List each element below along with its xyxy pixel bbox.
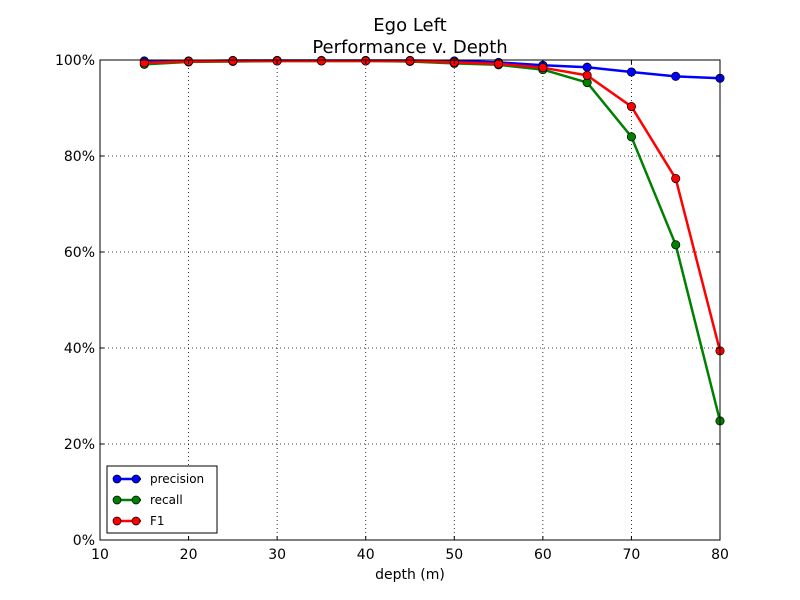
plot-area	[100, 60, 720, 540]
data-point-f1	[494, 59, 504, 69]
chart-subtitle: Performance v. Depth	[312, 37, 507, 58]
legend-marker-f1	[112, 516, 122, 526]
ticks: 10 20 30 40 50 60 70 80 0% 20% 40% 60% 80% 100%	[55, 53, 729, 563]
data-point-precision	[626, 67, 636, 77]
legend: precision recall F1	[106, 465, 218, 534]
data-point-f1	[538, 63, 548, 73]
x-axis-label: depth (m)	[375, 567, 445, 583]
legend-label-recall: recall	[150, 493, 183, 507]
data-point-f1	[228, 56, 238, 66]
series-f1	[139, 56, 725, 356]
data-point-f1	[582, 70, 592, 80]
data-point-f1	[405, 56, 415, 66]
legend-label-f1: F1	[150, 514, 165, 528]
legend-label-precision: precision	[150, 472, 204, 486]
data-point-f1	[671, 174, 681, 184]
data-point-f1	[139, 58, 149, 68]
x-tick-label: 60	[534, 547, 552, 563]
data-point-f1	[316, 56, 326, 66]
y-tick-label: 80%	[64, 149, 95, 165]
data-point-recall	[671, 240, 681, 250]
data-point-f1	[626, 102, 636, 112]
x-tick-label: 10	[91, 547, 109, 563]
chart-title: Ego Left	[373, 15, 446, 36]
x-tick-label: 40	[357, 547, 375, 563]
x-tick-label: 70	[623, 547, 641, 563]
y-tick-label: 0%	[73, 533, 95, 549]
y-tick-label: 40%	[64, 341, 95, 357]
plot-frame	[99, 59, 721, 541]
x-tick-label: 50	[445, 547, 463, 563]
y-tick-label: 100%	[55, 53, 95, 69]
x-tick-label: 20	[180, 547, 198, 563]
data-point-precision	[582, 62, 592, 72]
series-line-f1	[144, 59, 722, 352]
x-tick-label: 80	[711, 547, 729, 563]
legend-marker-precision	[131, 474, 141, 484]
data-point-precision	[671, 71, 681, 81]
legend-marker-recall	[131, 495, 141, 505]
y-tick-label: 20%	[64, 437, 95, 453]
data-point-recall	[626, 132, 636, 142]
legend-marker-f1	[131, 516, 141, 526]
x-tick-label: 30	[268, 547, 286, 563]
y-tick-label: 60%	[64, 245, 95, 261]
legend-marker-recall	[112, 495, 122, 505]
legend-marker-precision	[112, 474, 122, 484]
